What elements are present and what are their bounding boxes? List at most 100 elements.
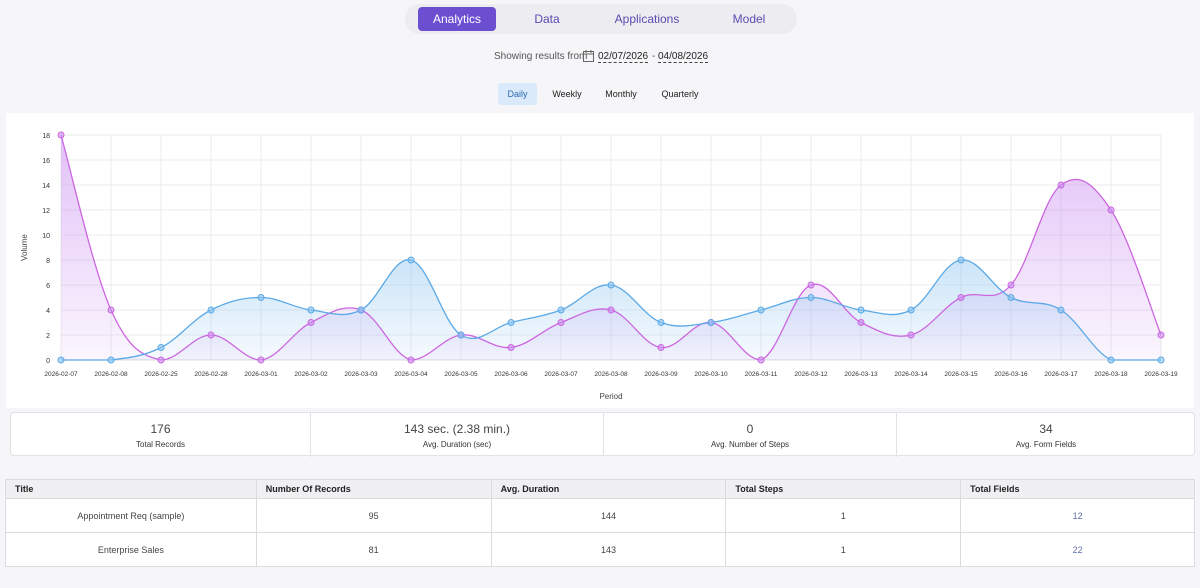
table-row[interactable]: Enterprise Sales 81 143 1 22 [5,532,1195,567]
stat-value: 143 sec. (2.38 min.) [403,422,511,436]
data-point-purple [1007,281,1015,289]
x-tick-label: 2026-03-06 [494,371,528,378]
date-range-label: Showing results from [494,51,588,62]
end-date-input[interactable]: 04/08/2026 [658,51,709,63]
series-line-purple [60,134,1162,361]
data-point-blue [707,319,715,326]
chart-svg: 0 2 4 6 8 10 12 14 16 18 2026-02-07 2026-02-08 2026-… [20,131,1178,401]
column-header-records[interactable]: Number Of Records [255,479,492,499]
tab-applications[interactable]: Applications [614,12,680,26]
column-header-title[interactable]: Title [5,479,257,499]
x-tick-label: 2026-03-19 [1144,371,1178,378]
data-point-purple [907,331,915,339]
data-point-purple [257,356,265,364]
data-point-purple [57,131,65,139]
data-point-blue [1157,356,1165,364]
data-point-purple [957,294,965,301]
data-point-blue [907,306,915,314]
cell-records: 95 [255,498,492,533]
x-tick-label: 2026-03-05 [444,371,478,378]
data-point-blue [807,294,815,301]
x-tick-label: 2026-03-10 [694,371,728,378]
calendar-icon[interactable] [583,50,594,65]
data-point-blue [657,319,665,326]
period-monthly-button[interactable]: Monthly [605,89,637,99]
data-point-blue [57,356,65,364]
period-daily-button[interactable]: Daily [498,83,537,105]
cell-fields: 12 [960,498,1195,533]
stat-avg-form-fields: 34 Avg. Form Fields [897,413,1195,457]
data-point-purple [407,356,415,364]
y-tick-label: 16 [42,158,50,165]
data-point-blue [157,344,165,351]
data-point-purple [657,344,665,351]
data-point-blue [507,319,515,326]
y-tick-label: 2 [46,333,50,340]
stat-total-records: 176 Total Records [11,413,311,457]
x-tick-label: 2026-03-02 [294,371,328,378]
y-tick-label: 0 [46,358,50,365]
x-tick-label: 2026-03-03 [344,371,378,378]
tab-analytics[interactable]: Analytics [418,7,496,31]
period-quarterly-button[interactable]: Quarterly [661,89,699,99]
x-tick-label: 2026-03-12 [794,371,828,378]
data-point-purple [1057,181,1065,189]
data-point-purple [207,331,215,339]
data-point-blue [407,256,415,264]
y-tick-label: 12 [42,208,50,215]
x-tick-label: 2026-03-08 [594,371,628,378]
cell-title: Appointment Req (sample) [5,498,257,533]
x-tick-label: 2026-03-18 [1094,371,1128,378]
y-tick-label: 8 [46,258,50,265]
data-point-purple [107,306,115,314]
column-header-duration[interactable]: Avg. Duration [490,479,727,499]
x-tick-label: 2026-02-08 [94,371,128,378]
data-point-purple [507,344,515,351]
y-tick-label: 14 [42,183,50,190]
data-point-purple [1107,206,1115,214]
x-tick-label: 2026-03-16 [994,371,1028,378]
x-tick-label: 2026-03-11 [745,371,778,378]
cell-records: 81 [255,532,492,567]
stats-bar: 176 Total Records 143 sec. (2.38 min.) A… [10,412,1195,457]
period-weekly-button[interactable]: Weekly [552,89,582,99]
data-point-purple [757,356,765,364]
table-row[interactable]: Appointment Req (sample) 95 144 1 12 [5,498,1195,533]
data-point-blue [1057,306,1065,314]
data-point-blue [607,281,615,289]
cell-title: Enterprise Sales [5,532,257,567]
data-point-blue [307,306,315,314]
y-axis-title: Volume [20,234,29,261]
data-point-purple [807,281,815,289]
x-tick-label: 2026-03-15 [944,371,978,378]
data-point-blue [757,306,765,314]
data-point-blue [207,306,215,314]
stat-value: 0 [746,422,754,436]
tab-data[interactable]: Data [534,12,560,26]
data-point-purple [1157,331,1165,339]
data-point-blue [357,306,365,314]
stat-label: Total Records [136,440,185,449]
table-header-row: Title Number Of Records Avg. Duration To… [5,479,1195,499]
tab-model[interactable]: Model [732,12,766,26]
cell-duration: 143 [490,532,727,567]
top-nav: Analytics Data Applications Model [405,4,797,34]
x-tick-label: 2026-02-07 [44,371,78,378]
cell-duration: 144 [490,498,727,533]
start-date-input[interactable]: 02/07/2026 [598,51,649,63]
y-tick-label: 18 [42,133,50,140]
column-header-steps[interactable]: Total Steps [725,479,962,499]
stat-avg-duration: 143 sec. (2.38 min.) Avg. Duration (sec) [311,413,604,457]
y-tick-label: 4 [46,308,50,315]
date-range: Showing results from 02/07/2026 - 04/08/… [0,50,1200,64]
volume-chart: 0 2 4 6 8 10 12 14 16 18 2026-02-07 2026-02-08 2026-… [6,113,1194,408]
x-tick-label: 2026-03-13 [844,371,878,378]
data-point-blue [957,256,965,264]
x-tick-label: 2026-03-14 [894,371,928,378]
data-point-purple [157,356,165,364]
x-tick-label: 2026-03-09 [644,371,678,378]
column-header-fields[interactable]: Total Fields [960,479,1195,499]
data-point-blue [557,306,565,314]
records-table: Title Number Of Records Avg. Duration To… [5,479,1195,567]
data-point-blue [1107,356,1115,364]
